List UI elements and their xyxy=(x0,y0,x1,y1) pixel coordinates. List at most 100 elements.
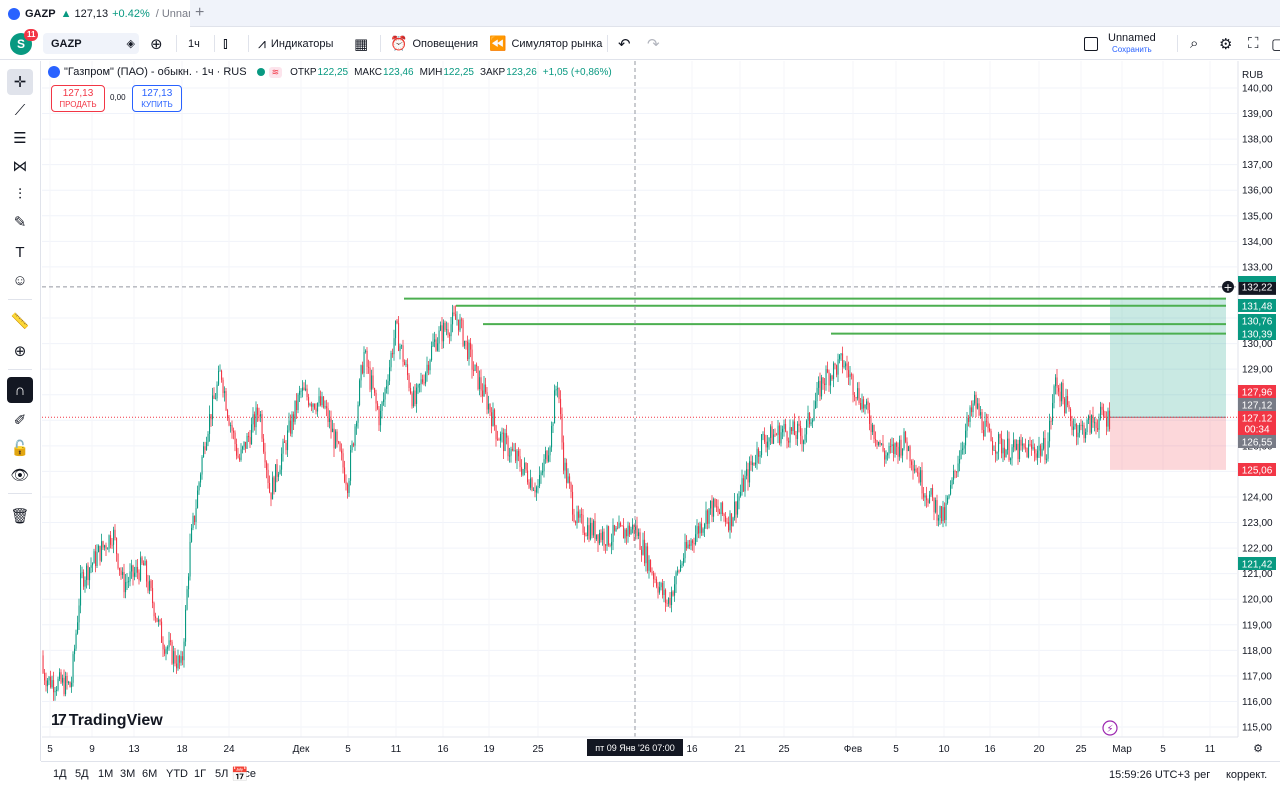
range-button[interactable]: 5Д xyxy=(75,768,89,780)
range-button[interactable]: 1М xyxy=(98,768,114,780)
trash-icon[interactable]: 🗑 xyxy=(10,508,30,525)
candle-body xyxy=(957,463,959,473)
price-chart[interactable]: +132,22 пт 09 Янв '26 07:00 ⚡ 140,00 139,00… xyxy=(41,61,1280,761)
symbol-visibility-icon[interactable]: ◈ xyxy=(126,38,135,50)
candle-body xyxy=(183,641,185,661)
fib-levels-icon[interactable]: ☰ xyxy=(13,130,27,147)
range-button[interactable]: 6М xyxy=(142,768,158,780)
candle-body xyxy=(1068,404,1070,410)
candle-body xyxy=(470,342,472,350)
interval-button[interactable]: 1ч xyxy=(188,37,200,50)
range-button[interactable]: 5Л xyxy=(215,768,229,780)
session-button[interactable]: рег xyxy=(1194,769,1211,781)
magnet-icon[interactable]: ∩ xyxy=(7,377,33,403)
candle-body xyxy=(968,417,970,422)
candle-body xyxy=(690,540,692,546)
candle-body xyxy=(401,345,403,347)
user-menu[interactable]: S 11 xyxy=(10,27,39,60)
candle-body xyxy=(1007,438,1009,451)
candle-body xyxy=(141,557,143,564)
range-button[interactable]: 1Г xyxy=(194,768,207,780)
candle-body xyxy=(399,346,401,351)
crosshair-icon[interactable]: ✛ xyxy=(7,69,33,95)
candle-body xyxy=(92,563,94,566)
candle-body xyxy=(315,408,317,412)
time-tick-label: 21 xyxy=(734,744,746,755)
candle-body xyxy=(144,560,146,566)
brush-icon[interactable]: ✎ xyxy=(13,214,27,231)
candle-body xyxy=(221,370,223,380)
snapshot-icon[interactable]: ▢ xyxy=(1271,35,1280,53)
candle-body xyxy=(396,320,398,324)
symbol-search[interactable]: GAZP ◈ xyxy=(43,33,139,54)
divider xyxy=(607,35,608,52)
range-button[interactable]: 1Д xyxy=(53,768,67,780)
candle-body xyxy=(645,546,647,564)
undo-icon[interactable]: ↶ xyxy=(618,35,631,53)
layout-save-button[interactable]: Unnamed Сохранить xyxy=(1084,27,1156,60)
replay-button[interactable]: ⏪ Симулятор рынка xyxy=(489,27,602,60)
trend-line-icon[interactable]: ⟋ xyxy=(14,101,26,119)
candle-body xyxy=(809,412,811,425)
eye-icon[interactable]: 👁 xyxy=(10,467,30,484)
alerts-button[interactable]: ⏰ Оповещения xyxy=(390,27,478,60)
price-label: 125,06 xyxy=(1242,466,1273,477)
candle-body xyxy=(111,544,113,546)
price-tick-label: 121,00 xyxy=(1242,569,1273,580)
position-tool-icon[interactable]: ⫶ xyxy=(18,185,22,203)
candle-body xyxy=(186,589,188,610)
candle-body xyxy=(66,675,68,683)
text-tool-icon[interactable]: T xyxy=(15,243,25,261)
sell-button[interactable]: 127,13 ПРОДАТЬ xyxy=(51,85,105,112)
compare-plus-icon[interactable]: ⊕ xyxy=(150,35,163,53)
legend-title[interactable]: "Газпром" (ПАО) - обыкн. · 1ч · RUS xyxy=(64,66,247,78)
candle-body xyxy=(561,413,563,443)
candle-body xyxy=(515,450,517,461)
range-button[interactable]: YTD xyxy=(166,768,188,780)
candle-body xyxy=(492,409,494,427)
candle-body xyxy=(471,349,473,370)
avatar[interactable]: S 11 xyxy=(10,28,39,55)
new-tab-plus-icon[interactable]: + xyxy=(195,4,205,21)
candle-body xyxy=(117,553,119,568)
price-label-box xyxy=(1238,385,1276,398)
chart-tab[interactable]: GAZP ▲ 127,13 +0.42% / Unname xyxy=(0,0,190,27)
templates-grid-icon[interactable]: ▦ xyxy=(354,35,369,53)
range-button[interactable]: Все xyxy=(237,768,256,780)
stay-drawing-icon[interactable]: ✐ xyxy=(13,412,27,429)
candle-body xyxy=(116,537,118,554)
pattern-icon[interactable]: ⋈ xyxy=(12,158,28,175)
time-tick-label: 11 xyxy=(1205,744,1216,755)
candle-body xyxy=(855,396,857,399)
range-button[interactable]: 3М xyxy=(120,768,136,780)
redo-icon[interactable]: ↷ xyxy=(647,35,660,53)
candle-body xyxy=(794,421,796,435)
quick-search-icon[interactable]: ⌕ xyxy=(1190,35,1199,52)
candle-body xyxy=(351,443,353,451)
ruler-icon[interactable]: 📏 xyxy=(10,313,30,330)
candle-body xyxy=(234,432,236,445)
zoom-in-icon[interactable]: ⊕ xyxy=(13,343,27,360)
candle-body xyxy=(129,571,131,582)
clock[interactable]: 15:59:26 UTC+3 xyxy=(1109,769,1191,781)
candle-body xyxy=(284,441,286,443)
candle-body xyxy=(1002,447,1004,454)
candles-style-icon[interactable]: ⫾ xyxy=(223,35,228,52)
emoji-icon[interactable]: ☺ xyxy=(12,271,28,289)
candle-body xyxy=(579,514,581,518)
lock-icon[interactable]: 🔓 xyxy=(10,440,30,457)
candle-body xyxy=(573,514,575,522)
fullscreen-icon[interactable]: ⛶ xyxy=(1248,35,1259,52)
tab-change: +0.42% xyxy=(112,7,150,20)
candle-body xyxy=(813,408,815,421)
go-to-date-icon[interactable]: 📅 xyxy=(231,766,249,782)
adjust-button[interactable]: коррект. xyxy=(1226,769,1268,781)
settings-gear-icon[interactable]: ⚙ xyxy=(1219,35,1233,53)
buy-button[interactable]: 127,13 КУПИТЬ xyxy=(132,85,182,112)
candle-body xyxy=(1055,377,1057,387)
candle-body xyxy=(750,461,752,466)
candle-body xyxy=(543,459,545,472)
indicators-button[interactable]: ⩘ Индикаторы xyxy=(258,27,333,60)
candle-body xyxy=(263,438,265,452)
tradingview-logo[interactable]: 17 TradingView xyxy=(51,712,163,730)
